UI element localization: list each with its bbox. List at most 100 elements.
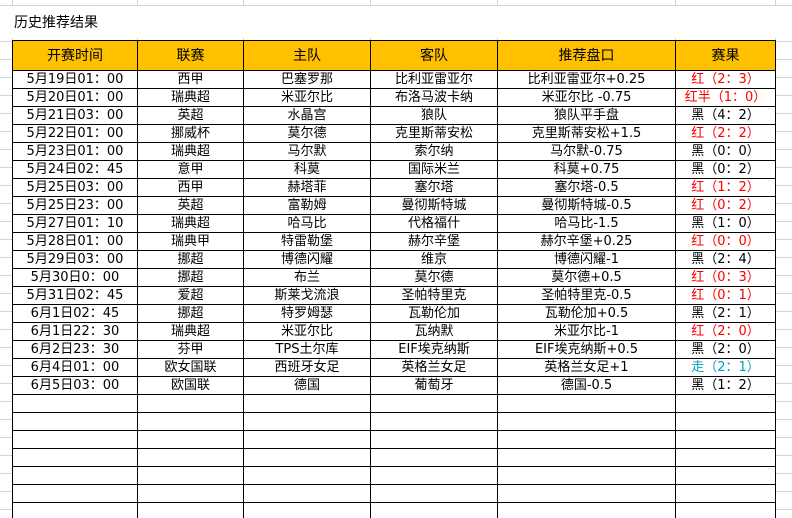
table-cell: 马尔默 bbox=[243, 142, 371, 161]
table-cell: 曼彻斯特城-0.5 bbox=[497, 196, 676, 215]
empty-cell bbox=[370, 430, 498, 449]
table-cell: 黑（2：1） bbox=[675, 304, 776, 323]
table-cell: 6月1日22：30 bbox=[12, 322, 138, 341]
table-cell: 挪超 bbox=[137, 268, 244, 287]
table-cell: 葡萄牙 bbox=[370, 376, 498, 395]
table-cell: 博德闪耀 bbox=[243, 250, 371, 269]
table-cell: 米亚尔比 bbox=[243, 322, 371, 341]
table-cell: 瑞典超 bbox=[137, 88, 244, 107]
table-cell: 红（2：3） bbox=[675, 70, 776, 89]
table-cell: 米亚尔比 bbox=[243, 88, 371, 107]
table-cell: 5月24日02：45 bbox=[12, 160, 138, 179]
table-cell: 米亚尔比-1 bbox=[497, 322, 676, 341]
empty-cell bbox=[497, 484, 676, 503]
table-cell: 5月28日01：00 bbox=[12, 232, 138, 251]
table-cell: 5月22日01：00 bbox=[12, 124, 138, 143]
table-cell: 红（1：2） bbox=[675, 178, 776, 197]
column-header: 客队 bbox=[370, 40, 498, 71]
table-cell: 瑞典超 bbox=[137, 322, 244, 341]
table-cell: 布兰 bbox=[243, 268, 371, 287]
table-cell: 红（2：0） bbox=[675, 322, 776, 341]
table-cell: EIF埃克纳斯+0.5 bbox=[497, 340, 676, 359]
table-cell: 瑞典超 bbox=[137, 214, 244, 233]
column-header: 主队 bbox=[243, 40, 371, 71]
table-cell: 6月1日02：45 bbox=[12, 304, 138, 323]
table-cell: 水晶宫 bbox=[243, 106, 371, 125]
table-cell: 赫尔辛堡 bbox=[370, 232, 498, 251]
table-cell: 黑（2：4） bbox=[675, 250, 776, 269]
table-cell: 哈马比-1.5 bbox=[497, 214, 676, 233]
table-cell: EIF埃克纳斯 bbox=[370, 340, 498, 359]
column-header: 联赛 bbox=[137, 40, 244, 71]
empty-cell bbox=[12, 502, 138, 518]
table-cell: 黑（0：2） bbox=[675, 160, 776, 179]
table-cell: 莫尔德 bbox=[243, 124, 371, 143]
table-cell: 芬甲 bbox=[137, 340, 244, 359]
table-cell: 挪超 bbox=[137, 250, 244, 269]
table-cell: 克里斯蒂安松+1.5 bbox=[497, 124, 676, 143]
table-cell: 红（0：3） bbox=[675, 268, 776, 287]
table-cell: 科莫 bbox=[243, 160, 371, 179]
table-cell: 特罗姆瑟 bbox=[243, 304, 371, 323]
table-cell: 德国 bbox=[243, 376, 371, 395]
empty-cell bbox=[243, 430, 371, 449]
empty-cell bbox=[137, 412, 244, 431]
table-cell: 黑（1：0） bbox=[675, 214, 776, 233]
table-cell: 6月5日03：00 bbox=[12, 376, 138, 395]
empty-cell bbox=[137, 430, 244, 449]
table-cell: 欧国联 bbox=[137, 376, 244, 395]
table-cell: 欧女国联 bbox=[137, 358, 244, 377]
table-cell: 5月19日01：00 bbox=[12, 70, 138, 89]
table-cell: 圣帕特里克 bbox=[370, 286, 498, 305]
empty-cell bbox=[675, 394, 776, 413]
empty-cell bbox=[497, 466, 676, 485]
table-cell: 赫尔辛堡+0.25 bbox=[497, 232, 676, 251]
empty-cell bbox=[675, 430, 776, 449]
table-cell: 富勒姆 bbox=[243, 196, 371, 215]
empty-cell bbox=[497, 448, 676, 467]
table-cell: 黑（4：2） bbox=[675, 106, 776, 125]
table-cell: 瓦纳默 bbox=[370, 322, 498, 341]
table-cell: 比利亚雷亚尔 bbox=[370, 70, 498, 89]
table-cell: 黑（0：0） bbox=[675, 142, 776, 161]
table-cell: 英超 bbox=[137, 106, 244, 125]
empty-cell bbox=[370, 448, 498, 467]
table-cell: 马尔默-0.75 bbox=[497, 142, 676, 161]
table-cell: 5月25日23：00 bbox=[12, 196, 138, 215]
table-cell: 哈马比 bbox=[243, 214, 371, 233]
table-cell: 特雷勒堡 bbox=[243, 232, 371, 251]
empty-cell bbox=[12, 484, 138, 503]
column-header: 开赛时间 bbox=[12, 40, 138, 71]
empty-cell bbox=[12, 394, 138, 413]
table-cell: 巴塞罗那 bbox=[243, 70, 371, 89]
empty-cell bbox=[675, 448, 776, 467]
table-cell: 英格兰女足+1 bbox=[497, 358, 676, 377]
table-cell: 博德闪耀-1 bbox=[497, 250, 676, 269]
empty-cell bbox=[497, 430, 676, 449]
table-cell: 瓦勒伦加+0.5 bbox=[497, 304, 676, 323]
empty-cell bbox=[243, 448, 371, 467]
table-cell: 5月30日0：00 bbox=[12, 268, 138, 287]
empty-cell bbox=[675, 502, 776, 518]
empty-cell bbox=[137, 466, 244, 485]
table-cell: 爱超 bbox=[137, 286, 244, 305]
table-cell: TPS土尔库 bbox=[243, 340, 371, 359]
table-cell: 国际米兰 bbox=[370, 160, 498, 179]
table-cell: 瑞典超 bbox=[137, 142, 244, 161]
table-cell: 红半（1：0） bbox=[675, 88, 776, 107]
empty-cell bbox=[675, 466, 776, 485]
table-cell: 瑞典甲 bbox=[137, 232, 244, 251]
empty-cell bbox=[497, 394, 676, 413]
table-cell: 英超 bbox=[137, 196, 244, 215]
table-cell: 比利亚雷亚尔+0.25 bbox=[497, 70, 676, 89]
table-cell: 5月31日02：45 bbox=[12, 286, 138, 305]
empty-cell bbox=[12, 430, 138, 449]
table-cell: 挪超 bbox=[137, 304, 244, 323]
table-cell: 米亚尔比 -0.75 bbox=[497, 88, 676, 107]
table-cell: 6月4日01：00 bbox=[12, 358, 138, 377]
table-cell: 5月23日01：00 bbox=[12, 142, 138, 161]
table-cell: 西班牙女足 bbox=[243, 358, 371, 377]
table-cell: 红（0：1） bbox=[675, 286, 776, 305]
empty-cell bbox=[243, 466, 371, 485]
table-cell: 英格兰女足 bbox=[370, 358, 498, 377]
